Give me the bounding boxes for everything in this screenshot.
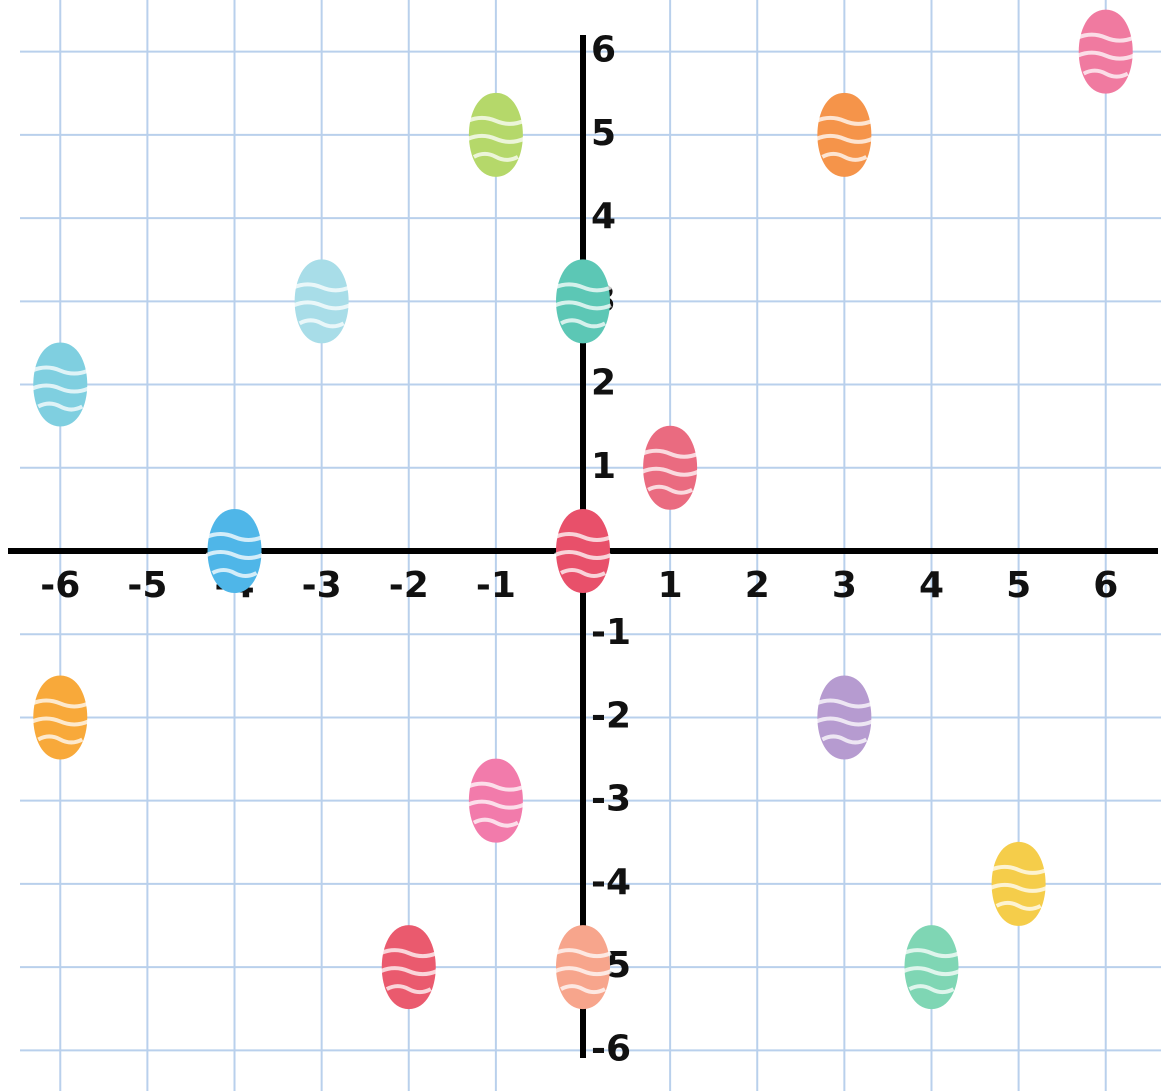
y-tick-label: 6: [591, 30, 616, 71]
egg: [32, 675, 88, 759]
egg: [816, 675, 872, 759]
y-tick-label: -1: [591, 612, 631, 653]
x-tick-label: 1: [658, 565, 683, 606]
y-tick-label: 1: [591, 446, 616, 487]
x-tick-label: 5: [1006, 565, 1031, 606]
egg: [555, 509, 611, 593]
x-tick-label: 2: [745, 565, 770, 606]
y-tick-label: -6: [591, 1028, 631, 1069]
egg: [468, 759, 524, 843]
x-tick-label: -3: [302, 565, 342, 606]
y-tick-label: 2: [591, 363, 616, 404]
x-tick-label: -2: [389, 565, 429, 606]
y-tick-label: 4: [591, 196, 616, 237]
egg: [555, 259, 611, 343]
egg: [903, 925, 959, 1009]
x-tick-label: -1: [476, 565, 516, 606]
x-tick-label: 3: [832, 565, 857, 606]
egg: [991, 842, 1047, 926]
egg: [294, 259, 350, 343]
x-tick-label: 6: [1093, 565, 1118, 606]
egg: [642, 426, 698, 510]
egg: [207, 509, 263, 593]
egg: [1078, 10, 1134, 94]
x-tick-label: -5: [127, 565, 167, 606]
egg: [32, 343, 88, 427]
x-tick-label: 4: [919, 565, 944, 606]
x-tick-label: -6: [40, 565, 80, 606]
egg: [468, 93, 524, 177]
y-tick-label: -4: [591, 862, 631, 903]
egg: [381, 925, 437, 1009]
y-tick-label: -3: [591, 779, 631, 820]
coordinate-grid: -6-5-4-3-2-1123456-6-5-4-3-2-1123456: [0, 0, 1161, 1091]
egg: [555, 925, 611, 1009]
y-tick-label: -2: [591, 695, 631, 736]
egg: [816, 93, 872, 177]
y-tick-label: 5: [591, 113, 616, 154]
